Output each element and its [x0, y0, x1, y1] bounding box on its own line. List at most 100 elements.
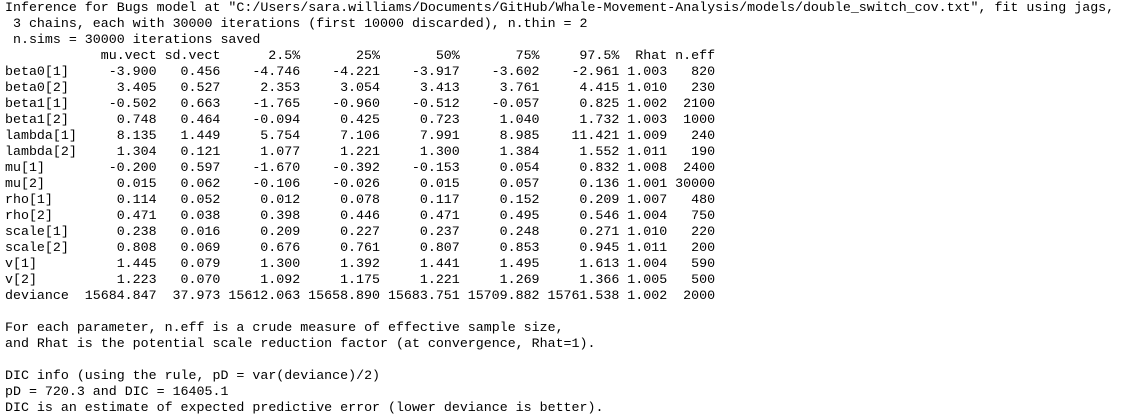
table-cell: 0.117: [419, 192, 460, 207]
table-cell: 0.070: [180, 272, 221, 287]
table-cell: 0.227: [340, 224, 380, 239]
table-cell: 1.552: [579, 144, 620, 159]
dic-line: DIC info (using the rule, pD = var(devia…: [5, 368, 381, 383]
table-cell: -1.765: [252, 96, 301, 111]
table-cell: 0.114: [116, 192, 157, 207]
table-cell: 0.152: [499, 192, 540, 207]
table-cell: -0.512: [411, 96, 460, 111]
table-row: v[1] 1.445 0.079 1.300 1.392 1.441 1.495 1.613 1…: [5, 256, 1121, 272]
table-cell: 8.985: [499, 128, 540, 143]
table-cell: 0.832: [579, 160, 620, 175]
table-cell: 2000: [683, 288, 716, 303]
table-cell: 7.106: [340, 128, 380, 143]
row-name: lambda[1]: [5, 128, 77, 143]
table-cell: 15709.882: [467, 288, 540, 303]
column-header: 2.5%: [268, 48, 301, 63]
table-cell: 0.054: [499, 160, 540, 175]
table-cell: 1.009: [627, 128, 668, 143]
table-row: rho[1] 0.114 0.052 0.012 0.078 0.117 0.152 0.20…: [5, 192, 1121, 208]
table-cell: 2100: [683, 96, 716, 111]
table-row: mu[2] 0.015 0.062 -0.106 -0.026 0.015 0.057 0.1…: [5, 176, 1121, 192]
table-cell: 4.415: [579, 80, 620, 95]
table-cell: 1.392: [340, 256, 380, 271]
table-cell: -0.106: [252, 176, 301, 191]
table-cell: 8.135: [116, 128, 157, 143]
table-cell: 0.723: [419, 112, 460, 127]
column-header: mu.vect: [100, 48, 157, 63]
table-cell: 1.613: [579, 256, 620, 271]
table-cell: 0.079: [180, 256, 221, 271]
table-cell: 820: [691, 64, 716, 79]
table-cell: 0.456: [180, 64, 221, 79]
table-cell: 0.546: [579, 208, 620, 223]
table-cell: 0.237: [419, 224, 460, 239]
table-row: lambda[2] 1.304 0.121 1.077 1.221 1.300 1.384 1…: [5, 144, 1121, 160]
table-cell: 1.010: [627, 224, 668, 239]
table-cell: 0.057: [499, 176, 540, 191]
table-cell: -2.961: [571, 64, 620, 79]
table-cell: -4.221: [332, 64, 380, 79]
table-cell: -0.094: [252, 112, 301, 127]
table-cell: -3.917: [411, 64, 460, 79]
table-cell: 1.003: [627, 64, 668, 79]
table-cell: 220: [691, 224, 716, 239]
table-row: beta1[1] -0.502 0.663 -1.765 -0.960 -0.512 -0.…: [5, 96, 1121, 112]
table-cell: 1.304: [116, 144, 157, 159]
column-header: 50%: [435, 48, 460, 63]
table-cell: 190: [691, 144, 716, 159]
table-cell: 1.449: [180, 128, 221, 143]
table-cell: 1.221: [340, 144, 380, 159]
row-name: mu[1]: [5, 160, 45, 175]
table-cell: 1.732: [579, 112, 620, 127]
table-cell: 0.425: [340, 112, 380, 127]
table-cell: -0.200: [108, 160, 157, 175]
table-cell: -0.026: [332, 176, 380, 191]
table-cell: 0.945: [579, 240, 620, 255]
table-cell: 30000: [675, 176, 716, 191]
column-header: n.eff: [675, 48, 716, 63]
row-name: lambda[2]: [5, 144, 77, 159]
table-cell: 15683.751: [387, 288, 460, 303]
table-cell: 1.384: [499, 144, 540, 159]
table-cell: 0.748: [116, 112, 157, 127]
table-cell: -1.670: [252, 160, 301, 175]
row-name: beta1[1]: [5, 96, 69, 111]
header-line: Inference for Bugs model at "C:/Users/sa…: [5, 0, 1115, 15]
table-cell: 0.663: [180, 96, 221, 111]
table-cell: 0.209: [579, 192, 620, 207]
table-cell: 2400: [683, 160, 716, 175]
table-cell: 3.761: [499, 80, 540, 95]
table-cell: -0.057: [491, 96, 540, 111]
table-cell: 11.421: [571, 128, 620, 143]
table-cell: 1.002: [627, 288, 668, 303]
table-row: v[2] 1.223 0.070 1.092 1.175 1.221 1.269 1.366 1…: [5, 272, 1121, 288]
table-cell: 0.015: [419, 176, 460, 191]
table-cell: 1.175: [340, 272, 380, 287]
table-cell: 750: [691, 208, 716, 223]
table-cell: 1.008: [627, 160, 668, 175]
table-cell: 200: [691, 240, 716, 255]
dic-line: pD = 720.3 and DIC = 16405.1: [5, 384, 229, 399]
table-cell: 0.807: [419, 240, 460, 255]
table-cell: 480: [691, 192, 716, 207]
table-cell: 0.012: [260, 192, 301, 207]
table-row: lambda[1] 8.135 1.449 5.754 7.106 7.991 8.985 1…: [5, 128, 1121, 144]
table-cell: 3.413: [419, 80, 460, 95]
table-cell: 0.015: [116, 176, 157, 191]
column-header: Rhat: [635, 48, 668, 63]
dic-line: DIC is an estimate of expected predictiv…: [5, 400, 604, 415]
table-cell: 1.495: [499, 256, 540, 271]
table-cell: 1.005: [627, 272, 668, 287]
table-cell: 500: [691, 272, 716, 287]
table-cell: 2.353: [260, 80, 301, 95]
table-cell: 0.398: [260, 208, 301, 223]
table-cell: 15761.538: [547, 288, 620, 303]
table-row: beta0[2] 3.405 0.527 2.353 3.054 3.413 3.761 4.…: [5, 80, 1121, 96]
table-cell: 5.754: [260, 128, 301, 143]
column-header: 75%: [515, 48, 540, 63]
table-cell: 1.003: [627, 112, 668, 127]
table-row: mu[1] -0.200 0.597 -1.670 -0.392 -0.153 0.054 0…: [5, 160, 1121, 176]
column-header: sd.vect: [164, 48, 221, 63]
table-cell: 1.300: [260, 256, 301, 271]
